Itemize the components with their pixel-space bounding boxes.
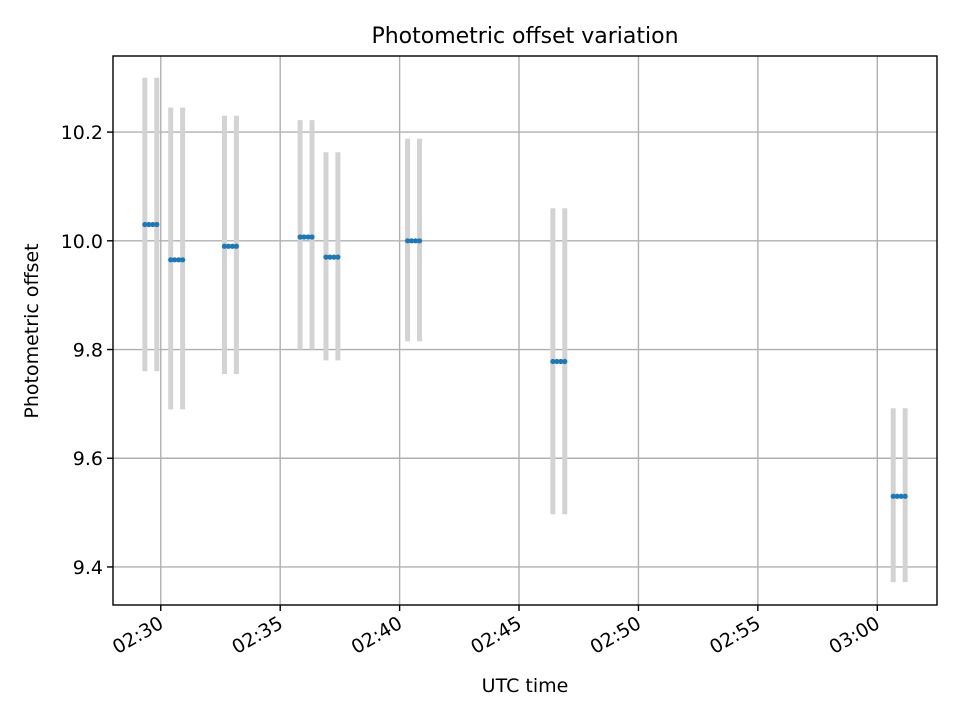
data-point (180, 257, 186, 263)
y-tick-label: 9.8 (73, 340, 103, 362)
data-point (335, 254, 341, 260)
x-axis-label: UTC time (482, 675, 569, 697)
y-tick-label: 9.4 (73, 557, 103, 579)
data-point (297, 234, 303, 240)
data-point (408, 238, 415, 244)
data-point (176, 257, 182, 263)
y-tick-label: 9.6 (73, 448, 103, 470)
data-point (558, 358, 564, 365)
data-point (301, 234, 307, 240)
data-point (894, 493, 900, 499)
data-point (225, 243, 232, 249)
data-point (221, 243, 228, 249)
y-tick-label: 10.0 (61, 231, 103, 253)
data-point (331, 254, 337, 260)
data-point (172, 257, 178, 263)
data-point (416, 238, 423, 244)
data-point (898, 493, 904, 499)
data-point (404, 238, 411, 244)
data-point (150, 221, 156, 228)
data-point (233, 243, 240, 249)
data-point (229, 243, 236, 249)
data-point (554, 358, 560, 365)
data-point (327, 254, 333, 260)
data-point (305, 234, 311, 240)
y-axis-label: Photometric offset (21, 243, 43, 418)
data-point (412, 238, 419, 244)
data-point (323, 254, 329, 260)
data-point (890, 493, 896, 499)
data-point (550, 358, 556, 365)
data-point (146, 221, 152, 228)
chart-title: Photometric offset variation (371, 24, 678, 49)
data-point (562, 358, 568, 365)
data-point (142, 221, 148, 228)
data-point (309, 234, 315, 240)
data-point (168, 257, 174, 263)
data-layer (142, 77, 908, 583)
grid-layer (113, 56, 937, 605)
y-tick-label: 10.2 (61, 122, 103, 144)
data-point (154, 221, 160, 228)
plot-frame (112, 55, 938, 606)
data-point (902, 493, 908, 499)
